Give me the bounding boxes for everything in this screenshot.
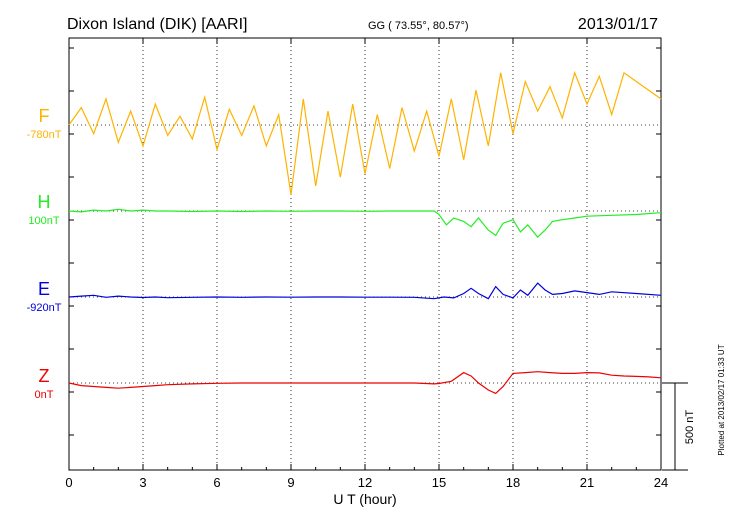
xtick-label-4: 12 bbox=[358, 475, 372, 490]
xtick-label-2: 6 bbox=[213, 475, 220, 490]
trace-f bbox=[68, 70, 662, 195]
series-offset-h: 100nT bbox=[28, 215, 59, 227]
station-coordinates: GG ( 73.55°, 80.57°) bbox=[368, 20, 469, 32]
plotted-timestamp: Plotted at 2013/02/17 01:33 UT bbox=[717, 344, 726, 455]
xtick-label-8: 24 bbox=[654, 475, 668, 490]
series-name-f: F bbox=[39, 106, 50, 126]
trace-z bbox=[68, 371, 662, 395]
xtick-label-5: 15 bbox=[432, 475, 446, 490]
series-name-z: Z bbox=[39, 366, 50, 386]
x-axis-ticks: 0 3 6 9 12 15 18 21 24 bbox=[65, 38, 668, 490]
series-offset-e: -920nT bbox=[27, 302, 62, 314]
series-offset-f: -780nT bbox=[27, 129, 62, 141]
grid-lines bbox=[69, 38, 661, 470]
series-offset-z: 0nT bbox=[35, 389, 54, 401]
xtick-label-0: 0 bbox=[65, 475, 72, 490]
xtick-label-1: 3 bbox=[139, 475, 146, 490]
chart-date: 2013/01/17 bbox=[578, 16, 658, 33]
series-name-e: E bbox=[38, 279, 50, 299]
series-labels: F -780nT H 100nT E -920nT Z 0nT bbox=[27, 106, 62, 401]
xtick-label-6: 18 bbox=[506, 475, 520, 490]
scale-bar-label: 500 nT bbox=[684, 410, 696, 445]
traces bbox=[68, 70, 662, 395]
xtick-label-7: 21 bbox=[580, 475, 594, 490]
trace-e bbox=[68, 282, 662, 300]
trace-h bbox=[68, 208, 662, 238]
xtick-label-3: 9 bbox=[287, 475, 294, 490]
x-axis-label: U T (hour) bbox=[333, 491, 396, 507]
chart-title: Dixon Island (DIK) [AARI] bbox=[67, 16, 248, 33]
scale-bar: 500 nT bbox=[662, 382, 696, 471]
series-name-h: H bbox=[38, 192, 51, 212]
